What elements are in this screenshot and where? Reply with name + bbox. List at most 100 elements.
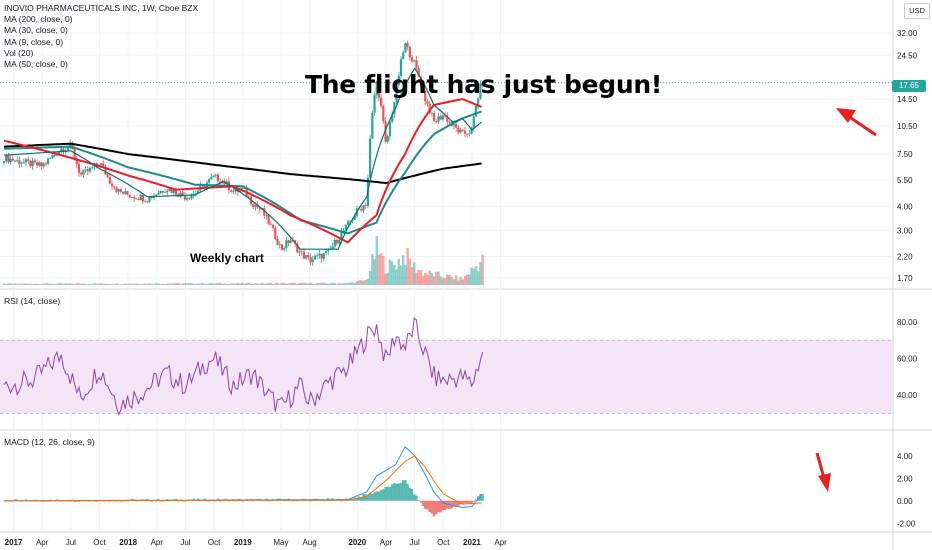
candle-body — [265, 214, 268, 216]
volume-bar — [315, 282, 319, 285]
candle-body — [468, 133, 471, 135]
volume-bar — [11, 283, 15, 285]
candle-body — [106, 174, 109, 178]
volume-bar — [88, 283, 92, 285]
volume-bar — [402, 255, 405, 285]
candle-body — [298, 251, 301, 253]
legend-vol[interactable]: Vol (20) — [4, 47, 34, 58]
rsi-line — [3, 317, 484, 416]
volume-bar — [201, 282, 204, 285]
volume-bar — [20, 283, 23, 285]
macd-histogram-bar — [252, 500, 255, 502]
legend-symbol[interactable]: INOVIO PHARMACEUTICALS INC, 1W, Cboe BZX — [4, 3, 199, 13]
candle-body — [75, 158, 78, 165]
macd-histogram-bar — [397, 483, 400, 501]
candle-body — [472, 116, 475, 128]
volume-bar — [311, 283, 314, 285]
candle-body — [42, 163, 45, 167]
macd-histogram-bar — [437, 500, 440, 513]
macd-histogram-bar — [95, 500, 98, 502]
candle-body — [320, 253, 323, 259]
volume-bar — [44, 283, 48, 285]
candle-body — [399, 59, 403, 76]
volume-bar — [296, 283, 299, 285]
volume-bar — [115, 283, 118, 285]
candle-body — [108, 177, 111, 184]
candle-body — [247, 196, 250, 198]
macd-histogram-bar — [66, 500, 70, 502]
macd-panel[interactable] — [2, 445, 484, 517]
time-tick-label: Apr — [36, 538, 49, 547]
candle-body — [155, 194, 158, 196]
macd-histogram-bar — [457, 500, 460, 506]
price-panel[interactable] — [0, 40, 893, 285]
volume-bar — [66, 283, 70, 285]
macd-histogram-bar — [465, 500, 469, 503]
currency-button[interactable]: USD — [904, 3, 930, 19]
macd-histogram-bar — [404, 480, 407, 501]
volume-bar — [274, 283, 277, 285]
macd-histogram-bar — [24, 499, 28, 501]
candle-body — [369, 138, 372, 178]
candle-body — [77, 164, 81, 173]
macd-histogram-bar — [413, 494, 416, 501]
legend-ma30[interactable]: MA (30, close, 0) — [4, 25, 68, 36]
candle-body — [16, 159, 19, 161]
volume-bar — [269, 282, 273, 285]
macd-histogram-bar — [77, 500, 81, 502]
volume-bar — [285, 283, 288, 285]
volume-bar — [73, 283, 76, 285]
volume-bar — [428, 270, 431, 285]
macd-histogram-bar — [382, 489, 385, 501]
macd-histogram-bar — [322, 500, 326, 502]
candle-body — [33, 160, 36, 163]
volume-bar — [463, 275, 467, 285]
candle-body — [27, 159, 30, 161]
candle-body — [327, 249, 330, 252]
rsi-panel[interactable] — [0, 317, 893, 416]
volume-bar — [99, 283, 103, 285]
macd-label[interactable]: MACD (12, 26, close, 9) — [4, 437, 95, 447]
legend-ma200[interactable]: MA (200, close, 0) — [4, 14, 73, 25]
candle-body — [95, 163, 98, 165]
volume-bar — [229, 283, 233, 285]
candle-body — [311, 259, 314, 263]
volume-bar — [417, 269, 420, 285]
legend-ma9[interactable]: MA (9, close, 0) — [4, 36, 64, 47]
candle-body — [181, 192, 184, 196]
candle-body — [104, 166, 107, 175]
macd-histogram-bar — [357, 496, 361, 501]
volume-bar — [349, 282, 352, 285]
volume-bar — [410, 267, 414, 285]
candle-body — [269, 224, 272, 226]
volume-bar — [307, 283, 310, 285]
macd-histogram-bar — [159, 500, 162, 502]
macd-histogram-bar — [479, 493, 482, 501]
legend-ma50[interactable]: MA (50, close, 0) — [4, 59, 68, 70]
candle-body — [382, 106, 385, 122]
volume-bar — [24, 283, 28, 285]
macd-histogram-bar — [291, 500, 295, 502]
candle-body — [11, 158, 14, 161]
rsi-tick-label: 80.00 — [897, 318, 918, 327]
candle-body — [408, 46, 411, 58]
candle-body — [338, 239, 341, 244]
time-tick-label: May — [273, 538, 288, 547]
volume-bar — [430, 272, 434, 285]
candle-body — [121, 191, 125, 194]
macd-histogram-bar — [218, 500, 222, 502]
rsi-label[interactable]: RSI (14, close) — [4, 296, 61, 306]
macd-histogram-bar — [212, 500, 215, 502]
macd-histogram-bar — [207, 500, 211, 502]
volume-bar — [97, 283, 101, 285]
volume-bar — [320, 282, 323, 285]
volume-bar — [188, 283, 191, 285]
macd-histogram-bar — [406, 483, 409, 501]
candle-body — [35, 162, 39, 166]
volume-bar — [159, 284, 162, 285]
volume-bar — [360, 280, 363, 285]
volume-bar — [415, 272, 418, 285]
volume-bar — [379, 253, 383, 285]
ma9-line — [3, 67, 482, 250]
volume-bar — [124, 283, 127, 285]
